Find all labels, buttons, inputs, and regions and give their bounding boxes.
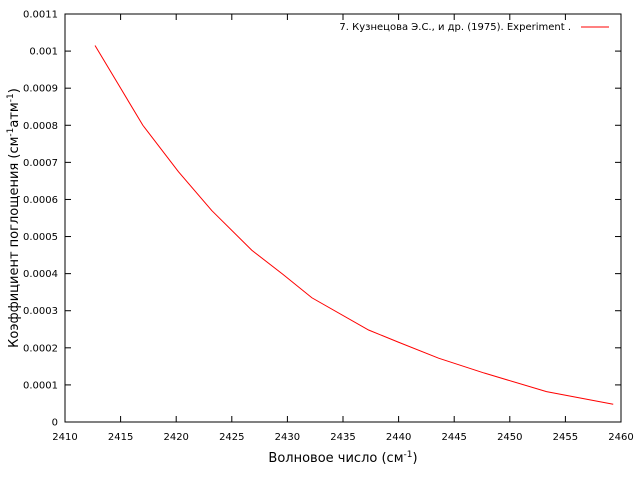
x-tick-label: 2440 xyxy=(386,432,411,443)
x-tick-label: 2420 xyxy=(163,432,188,443)
y-tick-label: 0.0005 xyxy=(23,232,58,243)
y-tick-label: 0.0002 xyxy=(23,343,58,354)
y-tick-label: 0.0004 xyxy=(23,269,58,280)
x-tick-label: 2455 xyxy=(553,432,578,443)
series-line xyxy=(94,45,614,405)
y-tick-label: 0.0008 xyxy=(23,121,58,132)
plot-frame xyxy=(64,13,622,423)
y-tick-label: 0.0011 xyxy=(23,10,58,21)
x-tick-label: 2445 xyxy=(441,432,466,443)
y-tick-label: 0.0006 xyxy=(23,195,58,206)
x-tick-label: 2450 xyxy=(497,432,522,443)
x-tick-label: 2460 xyxy=(608,432,633,443)
y-axis: 0 0.0001 0.0002 0.0003 0.0004 0.0005 0.0006 0.0… xyxy=(23,10,621,429)
x-tick-label: 2410 xyxy=(52,432,77,443)
x-tick-label: 2415 xyxy=(108,432,133,443)
x-tick-label: 2430 xyxy=(275,432,300,443)
y-tick-label: 0.0007 xyxy=(23,158,58,169)
y-tick-label: 0 xyxy=(52,418,58,429)
y-tick-label: 0.001 xyxy=(29,47,58,58)
y-tick-label: 0.0001 xyxy=(23,380,58,391)
legend-label: 7. Кузнецова Э.С., и др. (1975). Experim… xyxy=(339,22,571,33)
legend: 7. Кузнецова Э.С., и др. (1975). Experim… xyxy=(339,22,609,33)
x-axis: 2410 2415 2420 2425 2430 2435 2440 2445 2450 2455… xyxy=(52,14,634,443)
x-axis-label: Волновое число (см-1) xyxy=(268,450,417,466)
y-tick-label: 0.0009 xyxy=(23,84,58,95)
y-axis-label: Коэффициент поглощения (см-1атм-1) xyxy=(6,88,22,348)
y-tick-label: 0.0003 xyxy=(23,306,58,317)
x-tick-label: 2435 xyxy=(330,432,355,443)
x-tick-label: 2425 xyxy=(219,432,244,443)
series-layer xyxy=(94,45,614,405)
